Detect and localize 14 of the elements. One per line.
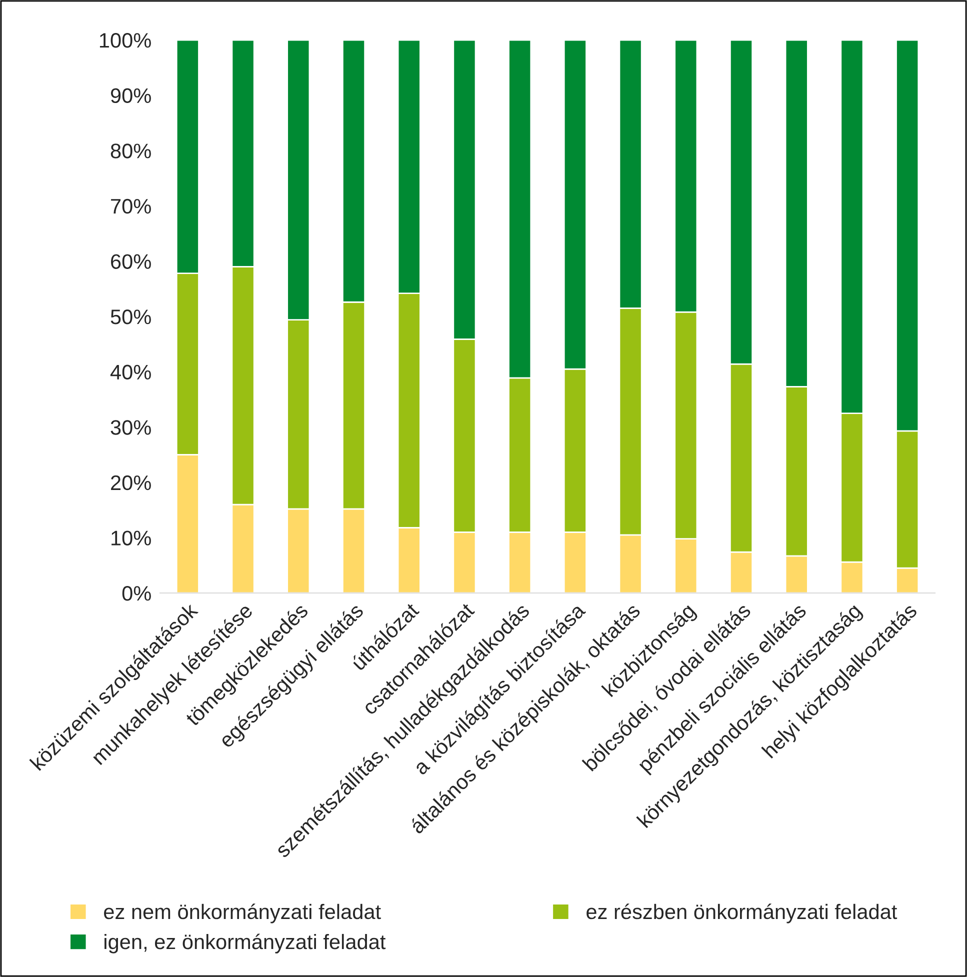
- y-tick-label: 0%: [122, 586, 151, 601]
- y-tick-label: 60%: [111, 254, 151, 269]
- y-tick-label: 90%: [110, 88, 151, 104]
- y-tick-label: 50%: [110, 310, 151, 324]
- y-tick-label: 10%: [112, 530, 151, 546]
- legend-label: igen, ez önkormányzati feladat: [104, 934, 386, 954]
- y-tick-label: 40%: [110, 364, 151, 380]
- y-tick-label: 70%: [111, 198, 151, 214]
- y-tick-label: 80%: [110, 144, 151, 158]
- y-tick-label: 100%: [100, 33, 151, 48]
- y-tick-label: 20%: [111, 475, 151, 490]
- legend-label: ez részben önkormányzati feladat: [586, 904, 898, 924]
- legend-label: ez nem önkormányzati feladat: [104, 904, 381, 924]
- y-tick-label: 30%: [110, 420, 151, 435]
